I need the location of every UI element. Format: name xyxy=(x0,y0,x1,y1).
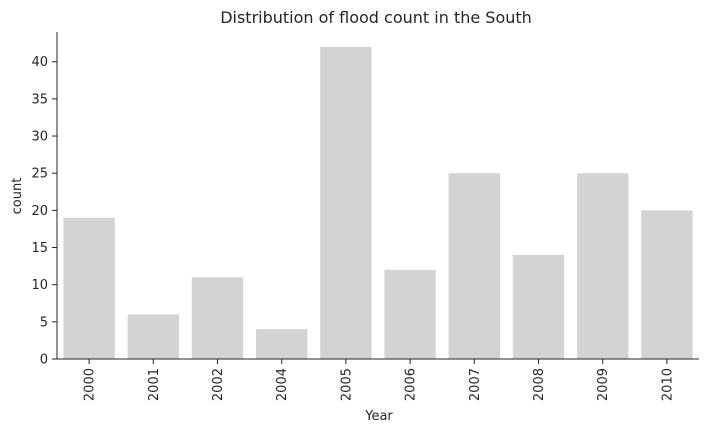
bar-2005 xyxy=(320,46,372,360)
x-tick-label-2002: 2002 xyxy=(211,368,226,401)
x-tick-label-2010: 2010 xyxy=(660,368,675,401)
bar-2006 xyxy=(384,269,436,359)
chart-title: Distribution of flood count in the South xyxy=(220,8,532,27)
bar-2001 xyxy=(127,314,179,359)
x-tick-label-2004: 2004 xyxy=(275,368,290,401)
bar-2004 xyxy=(256,329,308,359)
bar-2002 xyxy=(191,277,244,359)
x-axis: 2000 2001 2002 2004 2005 2006 2007 2008 2009 2010 xyxy=(83,359,675,401)
y-tick-label-20: 20 xyxy=(31,204,48,219)
bar-2010 xyxy=(641,210,693,359)
bars-group xyxy=(63,46,693,360)
x-tick-label-2006: 2006 xyxy=(404,368,419,401)
y-tick-label-15: 15 xyxy=(31,241,48,256)
y-axis-label: count xyxy=(10,178,25,215)
y-tick-label-30: 30 xyxy=(31,130,48,145)
y-tick-label-40: 40 xyxy=(31,55,48,70)
bar-2008 xyxy=(512,254,565,359)
x-tick-label-2009: 2009 xyxy=(596,368,611,401)
y-tick-label-10: 10 xyxy=(31,278,48,293)
y-axis: 0 5 10 15 20 25 30 35 40 xyxy=(31,55,57,368)
x-tick-label-2005: 2005 xyxy=(339,368,354,401)
y-tick-label-35: 35 xyxy=(31,92,48,107)
bar-2000 xyxy=(63,217,115,359)
x-tick-label-2007: 2007 xyxy=(468,368,483,401)
x-axis-label: Year xyxy=(364,409,393,424)
x-tick-label-2008: 2008 xyxy=(532,368,547,401)
y-tick-label-0: 0 xyxy=(40,353,48,368)
x-tick-label-2001: 2001 xyxy=(147,368,162,401)
y-tick-label-5: 5 xyxy=(40,315,48,330)
bar-2009 xyxy=(577,173,629,359)
y-tick-label-25: 25 xyxy=(31,167,48,182)
bar-2007 xyxy=(448,173,500,359)
x-tick-label-2000: 2000 xyxy=(83,368,98,401)
